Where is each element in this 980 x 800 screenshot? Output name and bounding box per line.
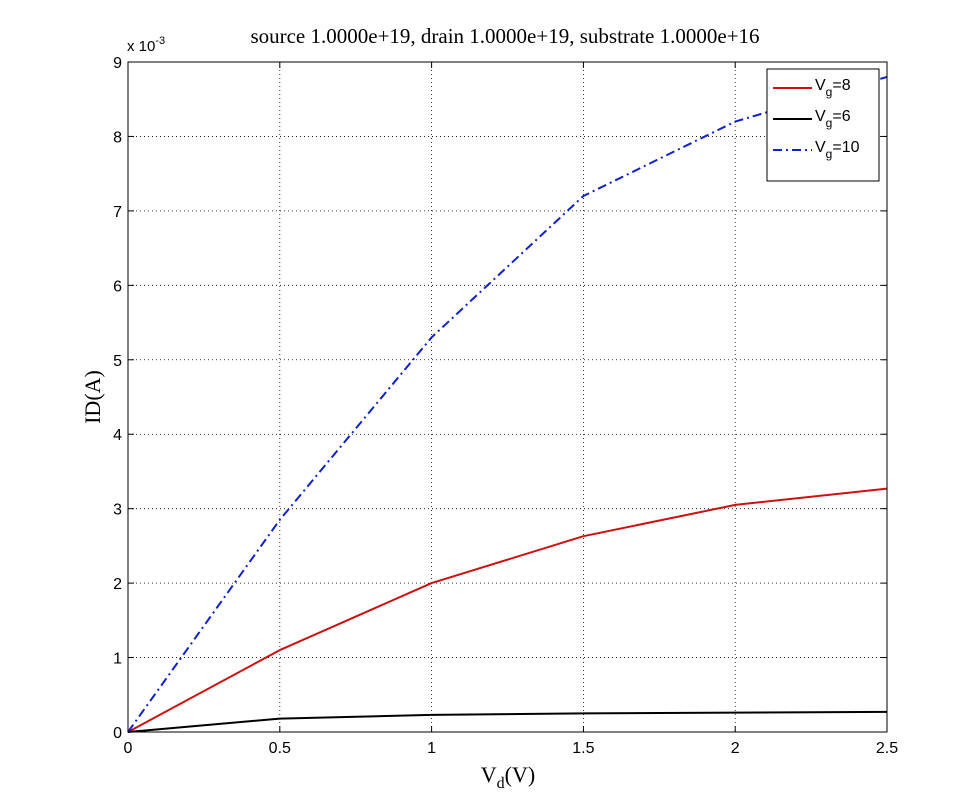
- plot-frame: [127, 61, 888, 733]
- x-axis-label-sub: d: [497, 775, 505, 792]
- series-line-2: [127, 75, 888, 733]
- x-tick-label: 2.5: [876, 740, 898, 757]
- y-tick-label: 9: [113, 55, 122, 72]
- y-tick-label: 8: [113, 129, 122, 146]
- x-axis-label-suffix: (V): [505, 762, 536, 787]
- x-axis-label-main: V: [481, 762, 497, 787]
- y-tick-label: 1: [113, 651, 122, 668]
- y-tick-label: 4: [113, 427, 122, 444]
- x-axis-label: Vd(V): [481, 762, 535, 792]
- legend-label-1: Vg=6: [815, 108, 851, 130]
- y-tick-label: 6: [113, 278, 122, 295]
- series-line-1: [127, 710, 888, 733]
- x-tick-label: 1.5: [572, 740, 594, 757]
- y-multiplier-base: x 10: [127, 38, 155, 55]
- legend-label-0: Vg=8: [815, 77, 851, 99]
- legend-label-2: Vg=10: [815, 139, 860, 161]
- legend: Vg=8 Vg=6 Vg=10: [766, 68, 880, 182]
- y-multiplier-exponent: -3: [155, 35, 165, 47]
- series-lines: [127, 75, 888, 733]
- x-tick-label: 2: [731, 740, 740, 757]
- x-tick-label: 0: [124, 740, 133, 757]
- y-tick-label: 5: [113, 353, 122, 370]
- series-line-0: [127, 487, 888, 733]
- y-tick-label: 7: [113, 204, 122, 221]
- y-multiplier: x 10-3: [127, 35, 165, 55]
- x-tick-label: 0.5: [269, 740, 291, 757]
- y-axis-label: ID(A): [80, 370, 105, 424]
- chart-title: source 1.0000e+19, drain 1.0000e+19, sub…: [250, 24, 759, 48]
- y-tick-label: 0: [113, 725, 122, 742]
- y-tick-label: 2: [113, 576, 122, 593]
- y-tick-label: 3: [113, 502, 122, 519]
- ticks: 0 0.5 1 1.5 2 2.5 0 1 2 3 4 5 6 7 8 9: [113, 55, 898, 757]
- grid: [128, 62, 887, 732]
- x-tick-label: 1: [427, 740, 436, 757]
